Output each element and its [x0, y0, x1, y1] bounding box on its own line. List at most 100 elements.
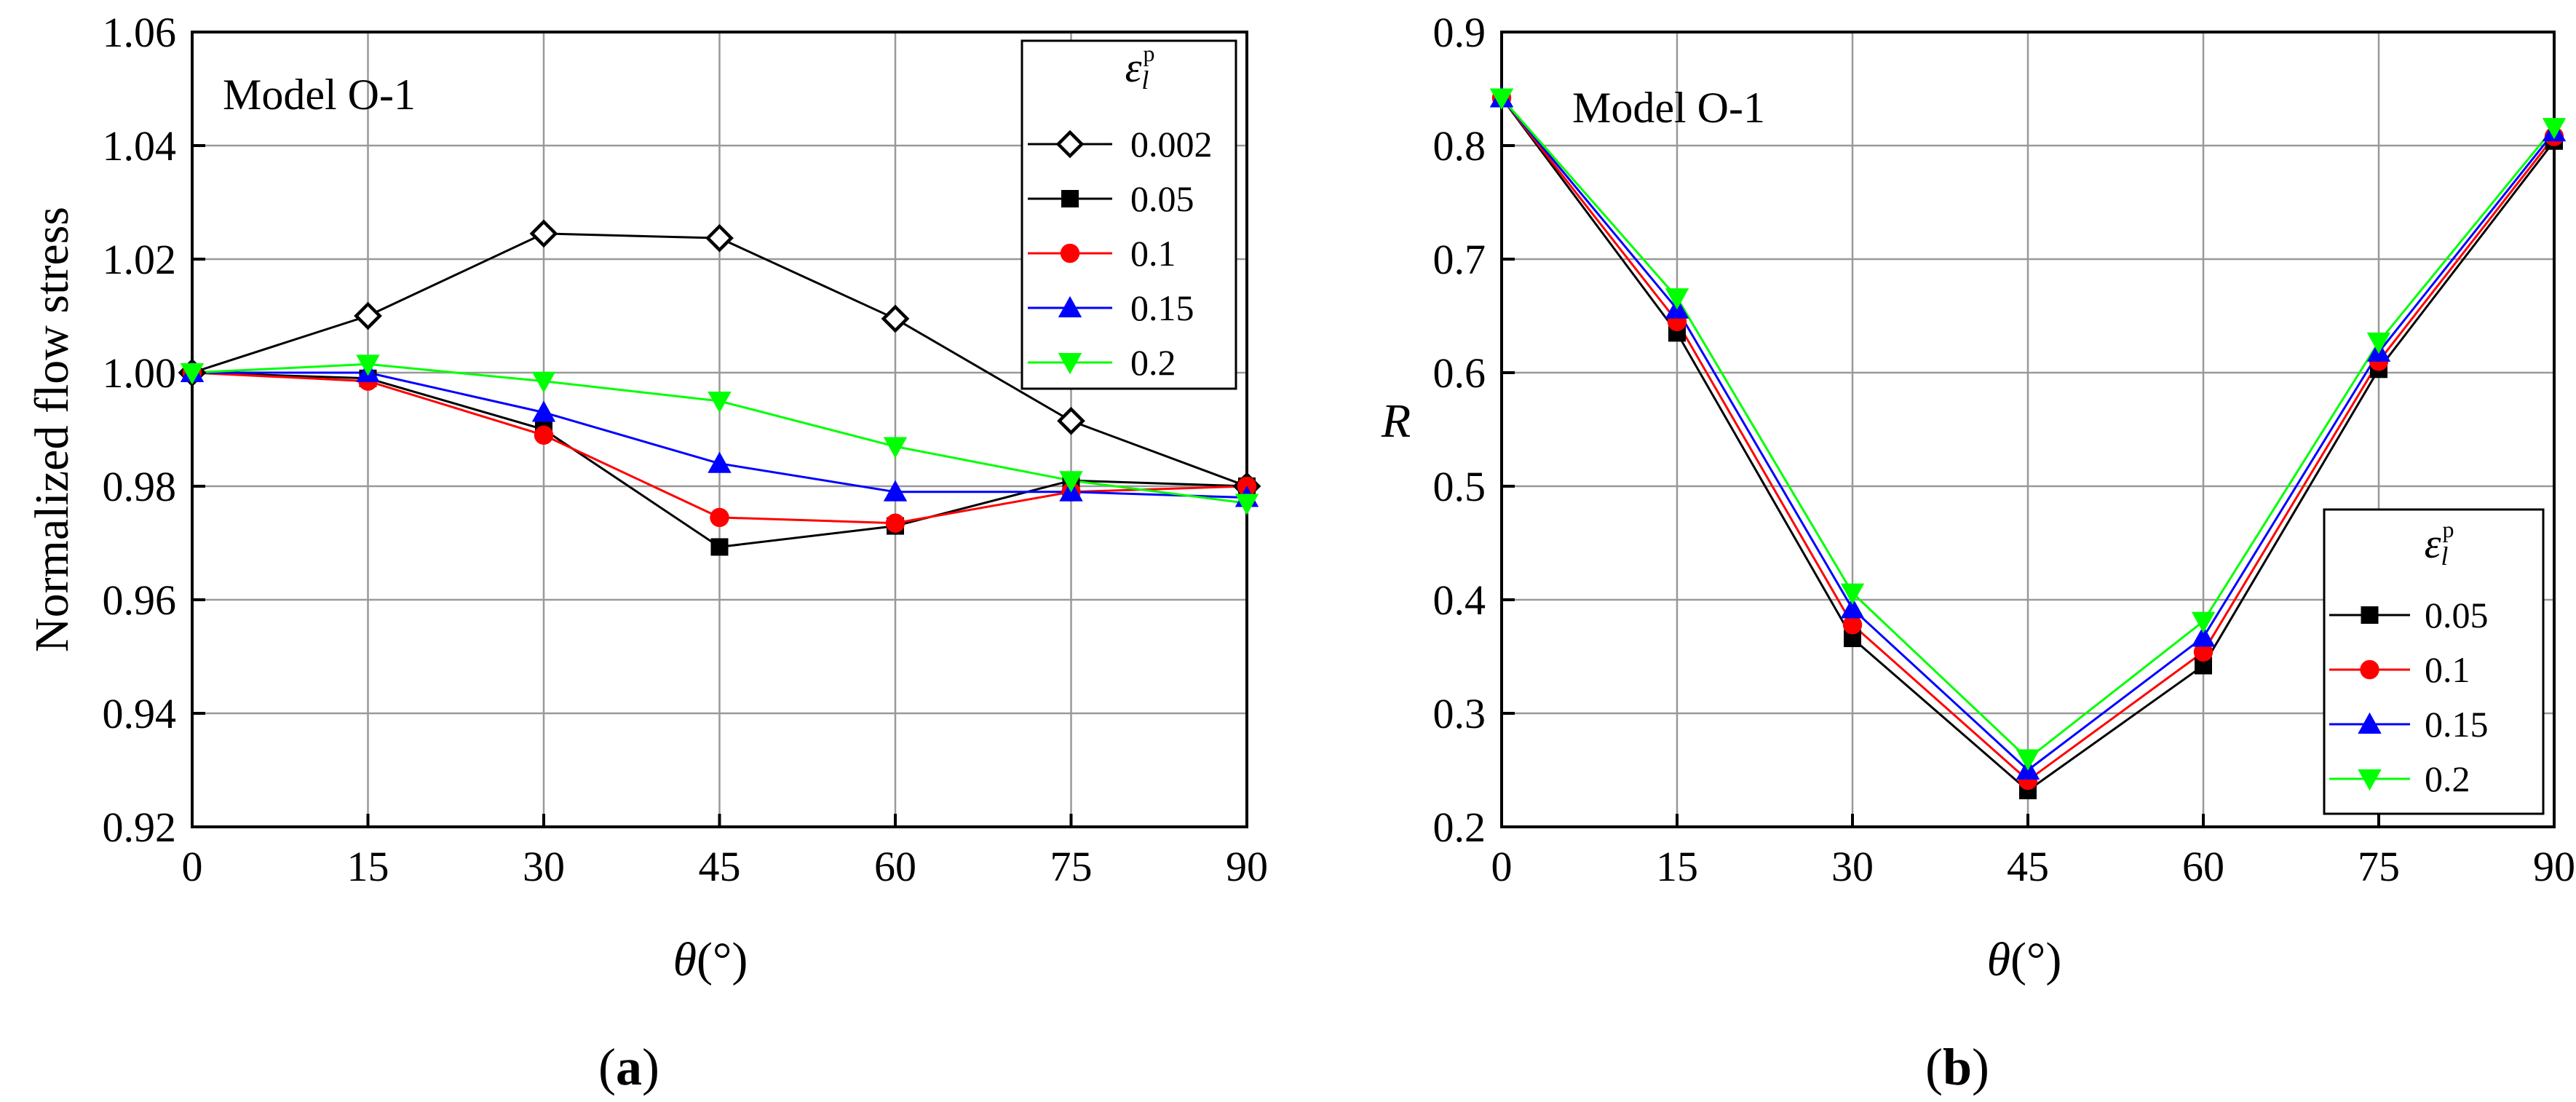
legend-title-symbol: ε [1125, 44, 1142, 91]
legend-marker-0.15 [1058, 296, 1082, 317]
data-point-0.1 [710, 507, 729, 528]
x-tick-label: 30 [523, 843, 565, 890]
data-point-0.1 [534, 425, 554, 445]
panel-label-close: ) [1972, 1038, 1989, 1096]
panel-label: (b) [1925, 1038, 1989, 1096]
legend-marker-0.2 [2358, 769, 2382, 791]
data-point-0.2 [1665, 288, 1689, 310]
x-tick-label: 0 [1491, 843, 1513, 890]
y-tick-label: 0.7 [1433, 236, 1486, 283]
data-point-0.2 [1840, 583, 1865, 605]
data-point-0.2 [180, 363, 205, 385]
data-point-0.15 [2191, 625, 2216, 647]
data-point-0.002 [1057, 406, 1085, 435]
legend-title-sup: p [1143, 40, 1154, 66]
data-point-0.15 [708, 451, 732, 473]
y-tick-label: 0.6 [1433, 349, 1486, 397]
legend-marker-0.1 [2360, 659, 2379, 680]
data-point-0.2 [1059, 471, 1083, 493]
legend-label-0.2: 0.2 [2425, 758, 2470, 799]
data-point-0.002 [881, 304, 910, 333]
x-axis-title: θ(°) [673, 933, 748, 986]
data-point-0.15 [1840, 597, 1865, 619]
y-tick-label: 0.9 [1433, 9, 1486, 56]
y-tick-label: 0.3 [1433, 690, 1486, 737]
x-axis-title-unit: (°) [2010, 933, 2061, 986]
legend-label-0.05: 0.05 [2425, 595, 2489, 635]
legend-marker-0.2 [1058, 353, 1082, 375]
chart-panel-b: 0 15 30 45 60 75 90 0.2 0.3 0.4 0.5 0.6 0.7 0.8 0.9 Mod… [1381, 9, 2575, 1096]
legend-label-0.15: 0.15 [1130, 288, 1194, 328]
legend-title: εlp [2425, 516, 2454, 571]
y-tick-label: 0.2 [1433, 804, 1486, 851]
y-tick-label: 1.00 [103, 349, 177, 397]
y-tick-label: 0.92 [103, 804, 177, 851]
data-point-0.2 [2191, 611, 2216, 633]
legend-marker-0.05 [1061, 190, 1079, 207]
x-tick-label: 30 [1831, 843, 1874, 890]
chart-annotation: Model O-1 [1572, 84, 1765, 132]
panel-label-close: ) [642, 1038, 659, 1096]
y-tick-label: 1.06 [103, 9, 177, 56]
legend-marker-0.05 [2361, 606, 2379, 624]
legend-title-sub: l [1141, 66, 1149, 95]
legend-label-0.002: 0.002 [1130, 124, 1213, 164]
panel-label: (a) [598, 1038, 659, 1096]
data-point-0.2 [883, 437, 908, 459]
x-tick-label: 90 [2533, 843, 2575, 890]
y-tick-label: 1.02 [103, 236, 177, 283]
legend-label-0.05: 0.05 [1130, 178, 1194, 219]
legend-marker-0.1 [1060, 243, 1080, 263]
panel-label-open: ( [598, 1038, 616, 1096]
y-tick-label: 1.04 [103, 122, 177, 170]
x-tick-label: 60 [874, 843, 916, 890]
x-tick-label: 15 [1656, 843, 1698, 890]
x-tick-label: 45 [2007, 843, 2049, 890]
x-axis-title: θ(°) [1987, 933, 2062, 986]
data-point-0.2 [708, 392, 732, 413]
data-point-0.2 [531, 371, 556, 393]
chart-panel-a: 0 15 30 45 60 75 90 0.92 0.94 0.96 0.98 1.00 1.02 1.0… [25, 9, 1268, 1096]
y-axis-title: R [1381, 395, 1411, 448]
legend-title: εlp [1125, 40, 1155, 95]
y-tick-label: 0.8 [1433, 122, 1486, 170]
data-point-0.15 [531, 400, 556, 422]
panel-label-open: ( [1925, 1038, 1943, 1096]
y-tick-label: 0.96 [103, 576, 177, 624]
data-point-0.05 [710, 538, 729, 556]
data-point-0.1 [2193, 642, 2214, 662]
data-point-0.2 [2366, 332, 2391, 354]
chart-annotation: Model O-1 [223, 71, 416, 119]
y-tick-label: 0.94 [103, 690, 177, 737]
data-point-0.15 [883, 480, 908, 502]
y-tick-label: 0.4 [1433, 576, 1486, 624]
legend-marker-0.002 [1055, 130, 1085, 159]
data-point-0.2 [1235, 493, 1259, 515]
x-tick-label: 15 [347, 843, 389, 890]
x-tick-label: 45 [699, 843, 741, 890]
data-point-0.2 [1489, 88, 1514, 110]
x-tick-label: 60 [2182, 843, 2224, 890]
data-point-0.002 [354, 301, 382, 330]
legend-box [1021, 39, 1237, 390]
legend-label-0.1: 0.1 [2425, 649, 2470, 690]
panel-label-letter: a [616, 1038, 642, 1096]
data-point-0.1 [1842, 615, 1863, 635]
x-tick-label: 75 [1050, 843, 1093, 890]
legend-title-symbol: ε [2425, 520, 2441, 567]
y-tick-label: 0.98 [103, 463, 177, 510]
data-point-0.002 [529, 219, 558, 248]
panel-label-letter: b [1943, 1038, 1972, 1096]
legend-title-sup: p [2442, 516, 2454, 542]
x-tick-label: 0 [182, 843, 203, 890]
x-axis-title-unit: (°) [697, 933, 748, 986]
legend-marker-0.15 [2358, 712, 2382, 734]
data-point-0.2 [2542, 118, 2567, 140]
data-point-0.1 [885, 513, 905, 533]
legend-label-0.15: 0.15 [2425, 704, 2489, 745]
data-point-0.002 [705, 223, 734, 253]
legend-label-0.2: 0.2 [1130, 342, 1176, 383]
x-axis-title-symbol: θ [1987, 933, 2010, 986]
x-tick-label: 90 [1226, 843, 1268, 890]
